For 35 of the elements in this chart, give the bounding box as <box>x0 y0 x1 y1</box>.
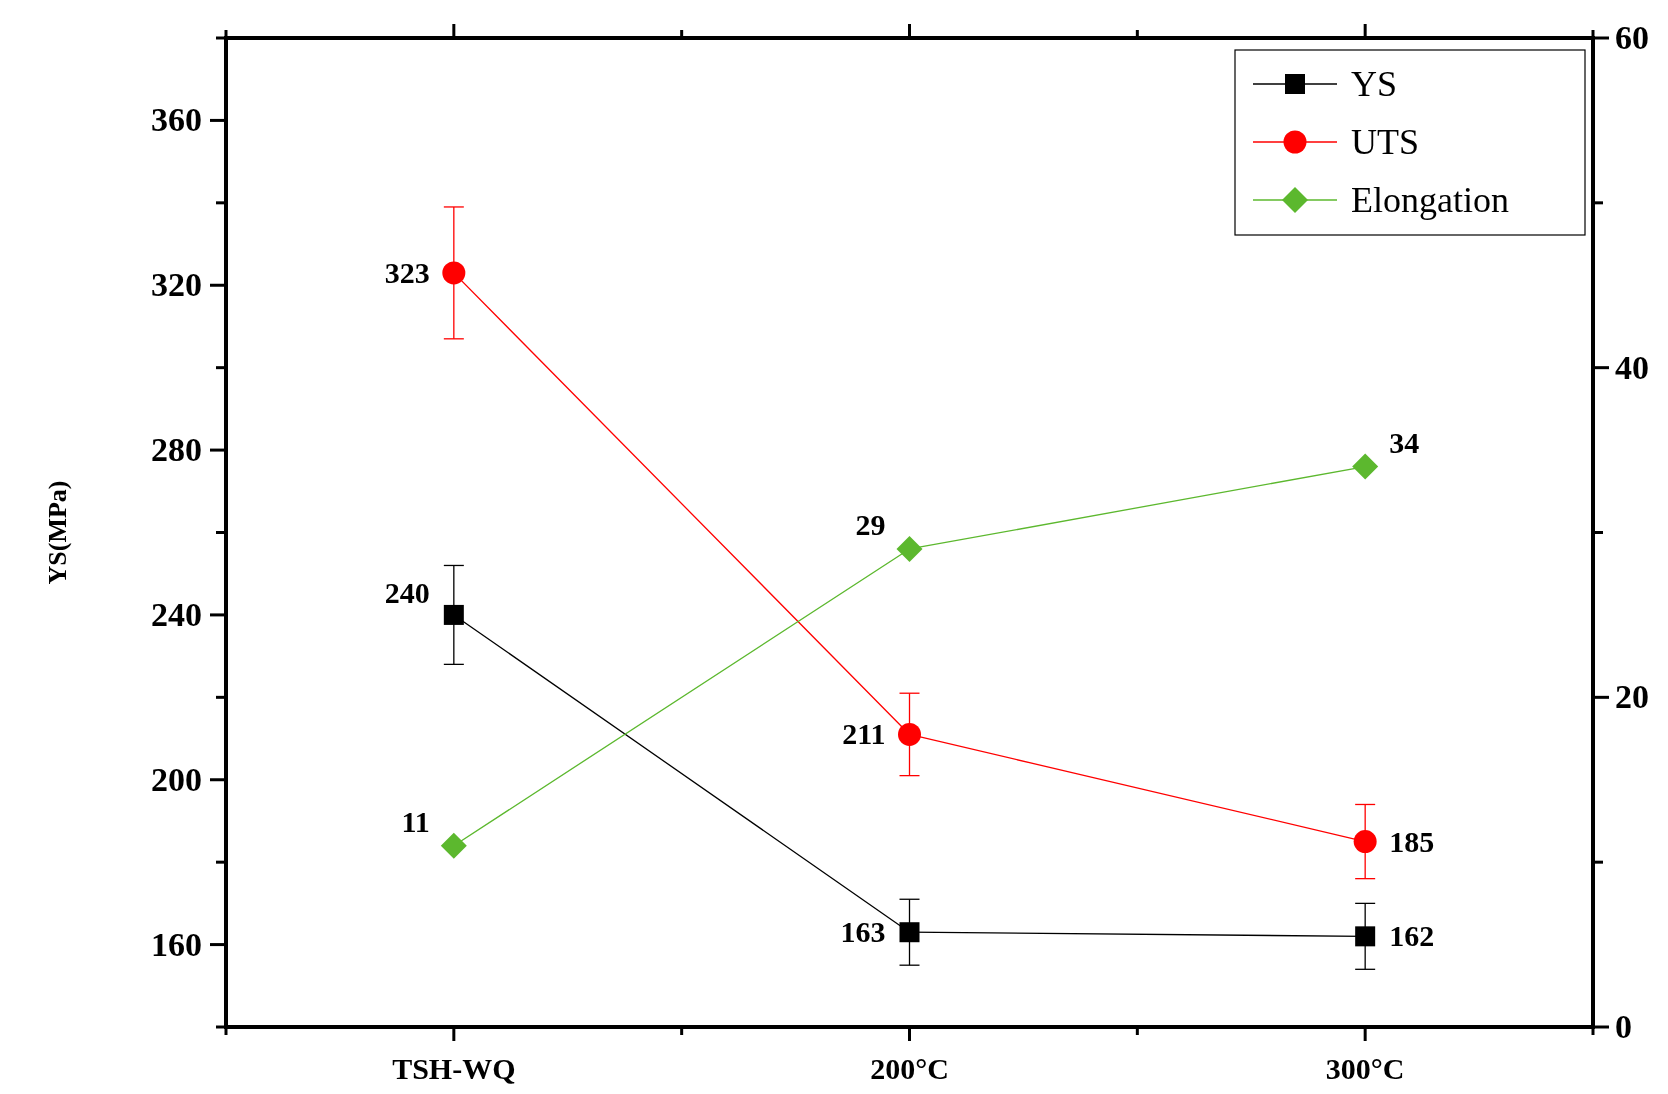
y-tick-label: 280 <box>151 431 202 469</box>
point <box>1353 830 1377 854</box>
data-label: 323 <box>384 255 430 289</box>
point <box>442 261 466 285</box>
point <box>899 922 920 943</box>
data-label: 11 <box>401 804 430 838</box>
y-tick-label: 320 <box>151 266 202 304</box>
y-tick-label: 360 <box>151 101 202 139</box>
y2-tick-label: 60 <box>1615 19 1649 56</box>
point <box>896 535 923 562</box>
point <box>443 604 464 625</box>
data-label: 162 <box>1389 919 1435 953</box>
data-label: 29 <box>855 507 886 541</box>
point <box>898 722 921 746</box>
legend-label: YS <box>1351 64 1398 104</box>
data-label: 34 <box>1389 425 1420 459</box>
legend-label: Elongation <box>1351 180 1509 220</box>
point <box>1355 926 1376 947</box>
point <box>1352 453 1379 480</box>
y-tick-label: 200 <box>151 760 202 798</box>
data-label: 211 <box>842 717 886 751</box>
point <box>440 832 467 859</box>
y-tick-label: 240 <box>151 595 202 633</box>
y-tick-label: 160 <box>151 925 202 963</box>
data-label: 163 <box>840 915 886 949</box>
y2-tick-label: 0 <box>1615 1008 1632 1045</box>
y-axis-title: YS(MPa) <box>43 480 72 585</box>
x-tick-label: 300°C <box>1325 1052 1405 1085</box>
legend-label: UTS <box>1351 122 1420 162</box>
data-label: 185 <box>1389 824 1435 858</box>
x-tick-label: 200°C <box>870 1052 949 1085</box>
x-tick-label: TSH-WQ <box>392 1052 516 1085</box>
y2-tick-label: 20 <box>1615 678 1649 716</box>
y2-tick-label: 40 <box>1615 348 1649 386</box>
data-label: 240 <box>384 575 430 609</box>
